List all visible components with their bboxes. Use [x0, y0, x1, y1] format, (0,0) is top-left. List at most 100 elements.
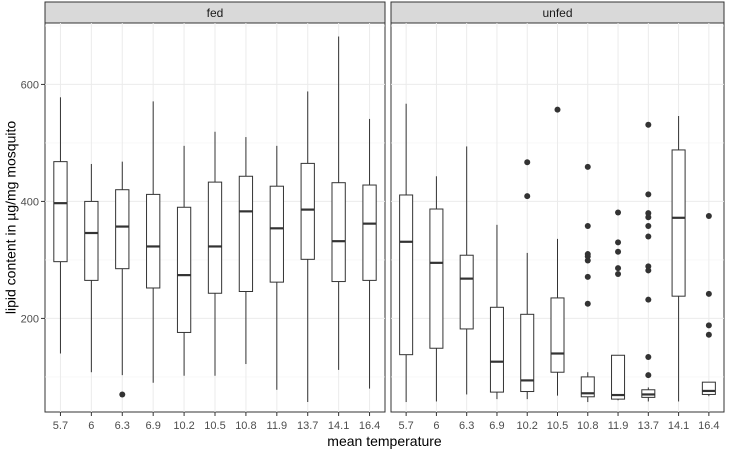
x-tick-label: 10.8	[577, 420, 598, 432]
x-tick-label: 10.8	[235, 420, 256, 432]
box-iqr	[701, 381, 716, 395]
box-iqr	[238, 175, 254, 292]
box-fed-13.7	[300, 91, 315, 403]
x-tick-label: 13.7	[638, 420, 659, 432]
outlier-point	[584, 251, 591, 258]
outlier-point	[615, 270, 622, 277]
outlier-point	[645, 354, 652, 361]
outlier-point	[584, 163, 591, 170]
x-tick-label: 10.5	[204, 420, 225, 432]
x-tick-label: 6	[433, 420, 439, 432]
box-fed-10.5	[207, 131, 223, 376]
outlier-point	[645, 233, 652, 240]
box-iqr	[115, 189, 130, 270]
outlier-point	[584, 300, 591, 307]
facet-label: unfed	[542, 6, 572, 20]
box-unfed-16.4	[701, 213, 716, 397]
outlier-point	[584, 222, 591, 229]
box-unfed-10.2	[520, 159, 535, 400]
outlier-point	[705, 290, 712, 297]
outlier-point	[645, 191, 652, 198]
x-tick-label: 6.9	[146, 420, 161, 432]
y-tick-label: 600	[21, 79, 39, 91]
y-axis-title: lipid content in µg/mg mosquito	[3, 121, 19, 314]
box-unfed-13.7	[641, 121, 656, 402]
box-iqr	[671, 149, 686, 297]
box-unfed-14.1	[671, 116, 686, 402]
outlier-point	[615, 248, 622, 255]
box-iqr	[146, 193, 161, 289]
box-fed-14.1	[331, 36, 346, 370]
outlier-point	[645, 296, 652, 303]
outlier-point	[119, 391, 126, 398]
x-tick-label: 11.9	[267, 420, 288, 432]
x-tick-label: 13.7	[297, 420, 318, 432]
box-iqr	[489, 306, 504, 393]
outlier-point	[554, 106, 561, 113]
outlier-point	[524, 159, 531, 166]
x-tick-label: 10.2	[173, 420, 194, 432]
panel-fed: fed 5.7 6 6.3 6.9 10.2 10.5 10.8 11.9 13.7 14.1 16.…	[44, 1, 386, 432]
outlier-point	[615, 209, 622, 216]
outlier-point	[584, 273, 591, 280]
box-fed-6.3	[115, 161, 130, 398]
outlier-point	[524, 193, 531, 200]
x-tick-label: 6.3	[459, 420, 474, 432]
box-fed-11.9	[269, 145, 284, 390]
outlier-point	[645, 263, 652, 270]
box-fed-10.8	[238, 137, 254, 365]
box-fed-10.2	[176, 145, 192, 376]
y-tick-label: 200	[21, 313, 39, 325]
x-axis-title: mean temperature	[327, 433, 442, 449]
box-fed-16.4	[362, 118, 377, 389]
box-iqr	[550, 297, 565, 373]
box-unfed-5.7	[399, 103, 414, 403]
box-unfed-6	[429, 176, 444, 402]
box-iqr	[331, 182, 346, 283]
x-tick-label: 6.3	[115, 420, 130, 432]
y-axis: 200 400 600	[21, 79, 45, 325]
outlier-point	[645, 121, 652, 128]
box-unfed-10.5	[550, 106, 565, 396]
box-iqr	[300, 162, 315, 260]
outlier-point	[645, 222, 652, 229]
box-fed-6	[84, 163, 99, 373]
outlier-point	[705, 213, 712, 220]
box-iqr	[176, 206, 192, 333]
outlier-point	[645, 372, 652, 379]
box-iqr	[399, 194, 414, 356]
outlier-point	[645, 210, 652, 217]
box-iqr	[362, 184, 377, 281]
box-iqr	[459, 254, 474, 330]
box-unfed-11.9	[611, 209, 626, 401]
box-iqr	[611, 354, 626, 400]
panels: fed 5.7 6 6.3 6.9 10.2 10.5 10.8 11.9 13.7 14.1 16.…	[44, 1, 725, 432]
x-tick-label: 16.4	[698, 420, 719, 432]
box-iqr	[269, 185, 284, 283]
facet-label: fed	[207, 6, 224, 20]
panel-unfed: unfed 5.7 6 6.3 6.9 10.2 10.5 10.8 11.9 13.7 14.1 1…	[390, 1, 725, 432]
box-fed-5.7	[53, 97, 68, 354]
x-tick-label: 6.9	[489, 420, 504, 432]
outlier-point	[705, 322, 712, 329]
x-tick-label: 5.7	[53, 420, 68, 432]
outlier-point	[615, 265, 622, 272]
outlier-point	[705, 331, 712, 338]
box-iqr	[580, 376, 595, 398]
x-tick-label: 6	[88, 420, 94, 432]
box-unfed-6.3	[459, 146, 474, 395]
box-iqr	[84, 200, 99, 281]
x-tick-label: 10.5	[547, 420, 568, 432]
x-tick-label: 14.1	[668, 420, 689, 432]
x-tick-label: 16.4	[359, 420, 380, 432]
box-fed-6.9	[146, 101, 161, 383]
y-tick-label: 400	[21, 196, 39, 208]
outlier-point	[615, 239, 622, 246]
box-iqr	[520, 313, 535, 393]
x-tick-label: 11.9	[608, 420, 629, 432]
box-unfed-10.8	[580, 163, 595, 403]
box-iqr	[207, 181, 223, 294]
box-iqr	[53, 161, 68, 263]
x-tick-label: 10.2	[517, 420, 538, 432]
